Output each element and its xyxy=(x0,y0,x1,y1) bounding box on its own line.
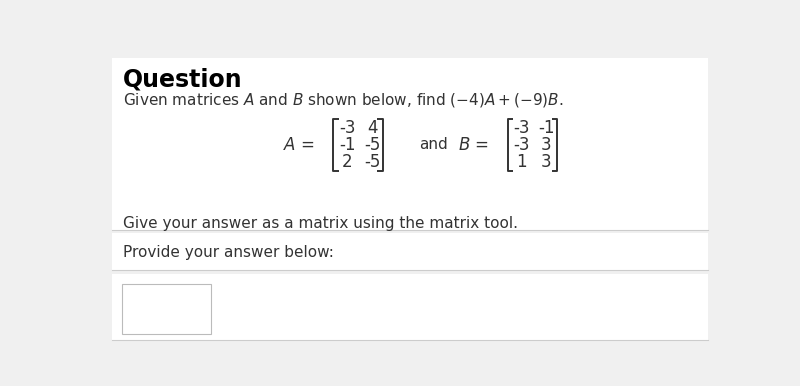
Text: 2: 2 xyxy=(342,153,353,171)
Text: 3: 3 xyxy=(541,136,552,154)
Text: -5: -5 xyxy=(364,136,380,154)
Text: Question: Question xyxy=(123,68,243,92)
Text: -3: -3 xyxy=(339,119,355,137)
FancyBboxPatch shape xyxy=(112,234,708,270)
Text: 1: 1 xyxy=(516,153,527,171)
Text: and: and xyxy=(419,137,448,152)
Text: Given matrices $A$ and $B$ shown below, find $(-4)A + (-9)B$.: Given matrices $A$ and $B$ shown below, … xyxy=(123,91,564,109)
Text: 3: 3 xyxy=(541,153,552,171)
Text: -3: -3 xyxy=(514,136,530,154)
Text: -1: -1 xyxy=(339,136,355,154)
Text: -1: -1 xyxy=(538,119,554,137)
Text: $A$ =: $A$ = xyxy=(283,136,314,154)
FancyBboxPatch shape xyxy=(122,284,211,334)
FancyBboxPatch shape xyxy=(112,274,708,340)
Text: $B$ =: $B$ = xyxy=(458,136,489,154)
Text: Give your answer as a matrix using the matrix tool.: Give your answer as a matrix using the m… xyxy=(123,217,518,232)
Text: 4: 4 xyxy=(366,119,378,137)
Text: Provide your answer below:: Provide your answer below: xyxy=(123,245,334,260)
Text: -3: -3 xyxy=(514,119,530,137)
Text: -5: -5 xyxy=(364,153,380,171)
FancyBboxPatch shape xyxy=(112,58,708,230)
